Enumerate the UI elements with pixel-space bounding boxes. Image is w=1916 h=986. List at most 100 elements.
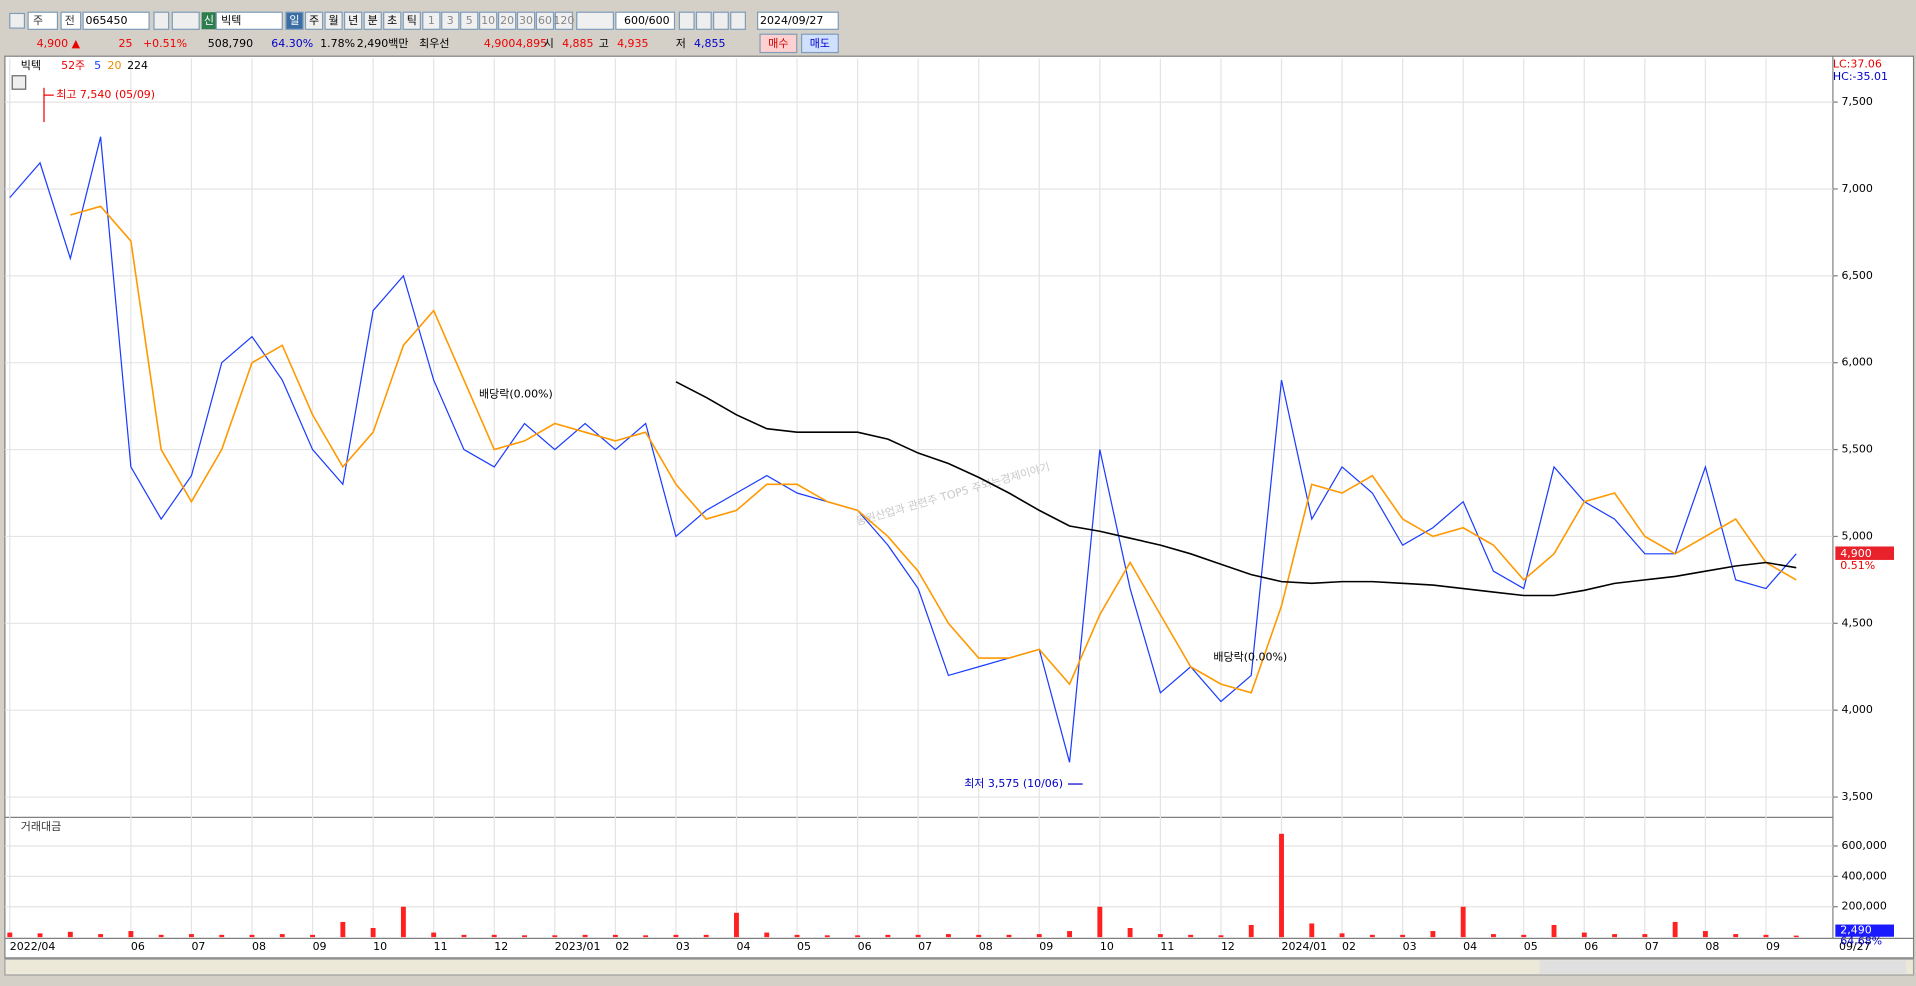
high-annotation: 최고 7,540 (05/09) [56, 88, 155, 101]
period-button[interactable] [402, 11, 421, 30]
volume-bar [279, 934, 285, 938]
x-tick-label: 09 [1039, 940, 1053, 953]
blank-select[interactable] [576, 11, 615, 30]
y-tick-label: 4,000 [1841, 703, 1872, 716]
sound-button[interactable] [171, 11, 200, 30]
period-label: 분 [368, 14, 378, 27]
chart-area [4, 55, 1915, 959]
period-label: 초 [387, 14, 397, 27]
tool-icon[interactable] [678, 11, 695, 30]
volume-bar [1702, 931, 1708, 938]
hc-label: HC:-35.01 [1833, 70, 1888, 83]
volume-bar [1733, 934, 1739, 938]
interval-button[interactable] [497, 11, 517, 30]
sell-label: 매도 [810, 37, 830, 50]
buy-button[interactable] [759, 33, 798, 54]
period-label: 주 [309, 14, 319, 27]
interval-button[interactable] [422, 11, 441, 30]
interval-label: 60 [538, 14, 552, 27]
volume-bar [1279, 833, 1284, 938]
volume-bar [552, 935, 558, 938]
volume-bar [340, 921, 346, 938]
volume-bar [1127, 928, 1133, 938]
interval-label: 1 [428, 14, 435, 27]
volume-bar [7, 932, 13, 938]
volume-bar [491, 934, 497, 938]
date-box[interactable] [756, 11, 839, 30]
x-tick-label: 07 [1645, 940, 1659, 953]
x-tick-label: 10 [373, 940, 387, 953]
name-box[interactable] [215, 11, 283, 30]
interval-button[interactable] [479, 11, 498, 30]
volume-bar [1248, 924, 1254, 938]
x-tick-label: 08 [252, 940, 266, 953]
buy-label: 매수 [768, 37, 788, 50]
y-tick-label: 5,000 [1841, 529, 1872, 542]
volume-bar [522, 935, 527, 938]
x-tick-label: 07 [918, 940, 932, 953]
code-input[interactable] [82, 11, 150, 30]
period-button[interactable] [343, 11, 363, 30]
volume-bar [1339, 933, 1345, 938]
x-tick-label: 05 [797, 940, 811, 953]
tool-icon[interactable] [730, 11, 746, 30]
volume-bar [158, 934, 164, 938]
quote-item: 최우선 [419, 37, 449, 50]
search-button[interactable] [153, 11, 170, 30]
quote-item: 4,895 [516, 37, 547, 50]
volume-bar [1642, 934, 1648, 938]
volume-bar [1157, 934, 1163, 938]
period-button[interactable] [363, 11, 382, 30]
tool-icon[interactable] [713, 11, 729, 30]
volume-bar [461, 934, 467, 938]
period-button[interactable] [304, 11, 324, 30]
volume-bar [824, 935, 830, 938]
y-tick-label: 400,000 [1841, 869, 1886, 882]
volume-bar [915, 934, 921, 938]
interval-button[interactable] [535, 11, 555, 30]
y-tick-label: 3,500 [1841, 790, 1872, 803]
x-tick-label: 06 [1584, 940, 1598, 953]
current-price-box [1835, 546, 1895, 560]
toolbar-icon[interactable] [9, 12, 26, 29]
selector-text: 주 [33, 14, 43, 27]
volume-bar [945, 934, 951, 938]
period-button[interactable] [285, 11, 304, 30]
current-volume-box [1835, 924, 1895, 937]
volume-bar [1521, 934, 1527, 938]
selector[interactable] [27, 11, 59, 30]
volume-bar [885, 934, 891, 938]
interval-button[interactable] [441, 11, 460, 30]
quote-item: 4,885 [562, 37, 593, 50]
quote-item: 2,490백만 [357, 37, 409, 50]
price-line [9, 136, 1797, 763]
interval-label: 3 [447, 14, 454, 27]
interval-button[interactable] [516, 11, 536, 30]
lc-label: LC:37.06 [1833, 58, 1882, 71]
scrollbar[interactable] [4, 958, 1915, 976]
volume-bar [1460, 906, 1466, 938]
period-button[interactable] [324, 11, 343, 30]
period-button[interactable] [383, 11, 402, 30]
y-tick-label: 4,500 [1841, 616, 1872, 629]
x-tick-label: 08 [1705, 940, 1719, 953]
count-box[interactable] [615, 11, 676, 30]
selector-text: 전 [65, 14, 75, 27]
interval-button[interactable] [554, 11, 574, 30]
volume-bar [673, 934, 679, 938]
x-last-date: 09/27 [1839, 940, 1871, 953]
sell-button[interactable] [800, 33, 839, 54]
interval-label: 10 [481, 14, 495, 27]
selector[interactable] [60, 11, 82, 30]
volume-bar [310, 934, 316, 938]
current-change: 0.51% [1840, 559, 1875, 572]
settings-icon[interactable] [11, 75, 27, 90]
scroll-controls[interactable] [1539, 960, 1907, 974]
x-tick-label: 2024/01 [1282, 940, 1328, 953]
interval-button[interactable] [460, 11, 479, 30]
tool-icon[interactable] [695, 11, 712, 30]
volume-bar [219, 934, 225, 938]
volume-bar [1006, 934, 1012, 938]
x-tick-label: 09 [1766, 940, 1780, 953]
period-label: 일 [289, 13, 299, 27]
